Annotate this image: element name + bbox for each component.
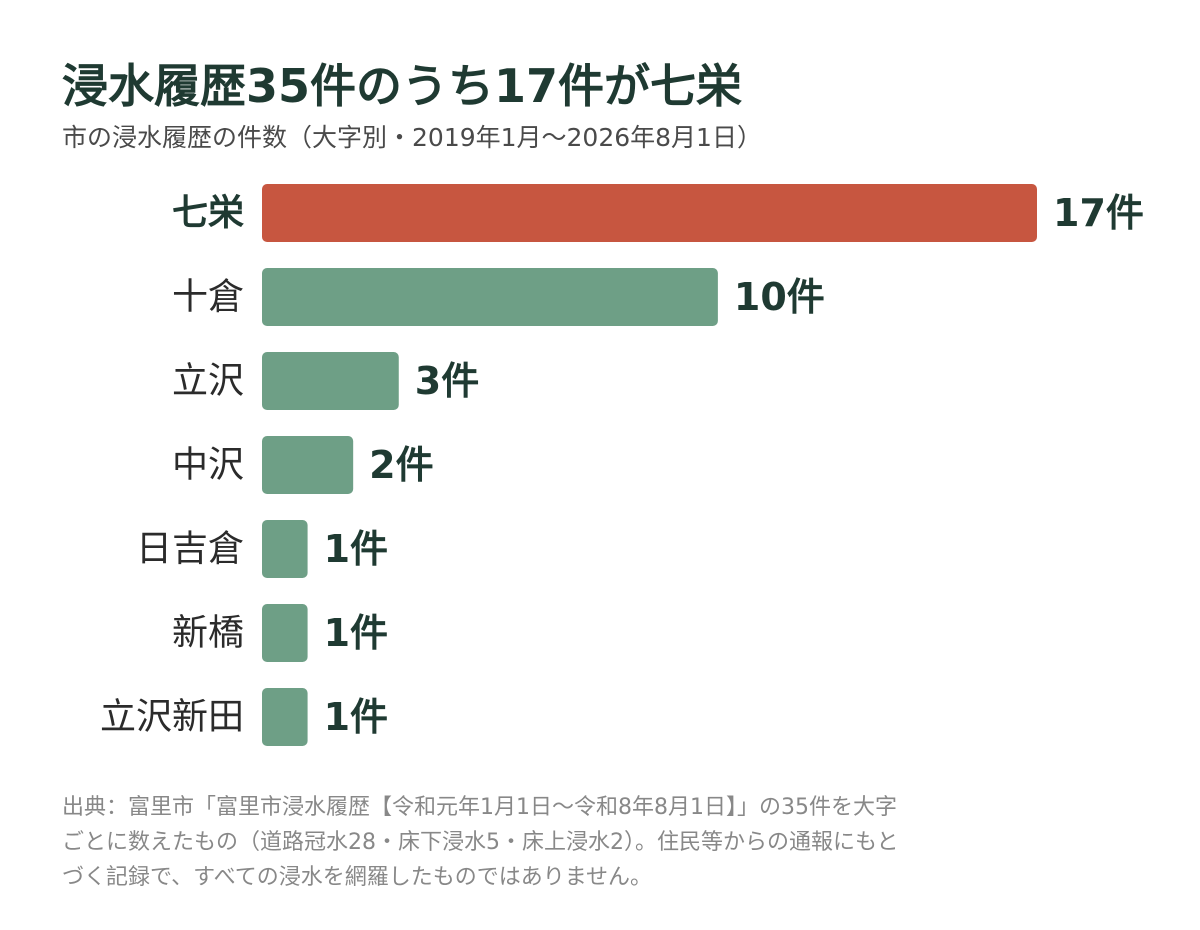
category-label: 立沢新田 (100, 697, 244, 738)
value-label: 1件 (324, 611, 388, 655)
bar (262, 184, 1037, 242)
category-label: 中沢 (172, 445, 244, 486)
category-label: 十倉 (172, 277, 244, 318)
value-label: 3件 (415, 359, 479, 403)
value-label: 17件 (1053, 191, 1144, 235)
footnote-line: づく記録で、すべての浸水を網羅したものではありません。 (62, 865, 653, 890)
footnote-line: ごとに数えたもの（道路冠水28・床下浸水5・床上浸水2）。住民等からの通報にもと (62, 830, 899, 855)
category-label: 七栄 (172, 193, 244, 234)
value-label: 2件 (369, 443, 433, 487)
value-label: 1件 (324, 527, 388, 571)
footnote-line: 出典：富里市「富里市浸水履歴【令和元年1月1日～令和8年8月1日】」の35件を大… (62, 795, 897, 820)
value-label: 10件 (734, 275, 825, 319)
chart-subtitle: 市の浸水履歴の件数（大字別・2019年1月～2026年8月1日） (62, 123, 762, 152)
bar (262, 268, 718, 326)
bar (262, 520, 308, 578)
chart-title: 浸水履歴35件のうち17件が七栄 (62, 59, 743, 113)
bar (262, 688, 308, 746)
category-label: 新橋 (172, 613, 244, 654)
category-label: 日吉倉 (136, 529, 244, 570)
value-label: 1件 (324, 695, 388, 739)
bar (262, 352, 399, 410)
source-footnote: 出典：富里市「富里市浸水履歴【令和元年1月1日～令和8年8月1日】」の35件を大… (62, 790, 1142, 895)
category-label: 立沢 (172, 361, 244, 402)
bar (262, 436, 354, 494)
bar (262, 604, 308, 662)
